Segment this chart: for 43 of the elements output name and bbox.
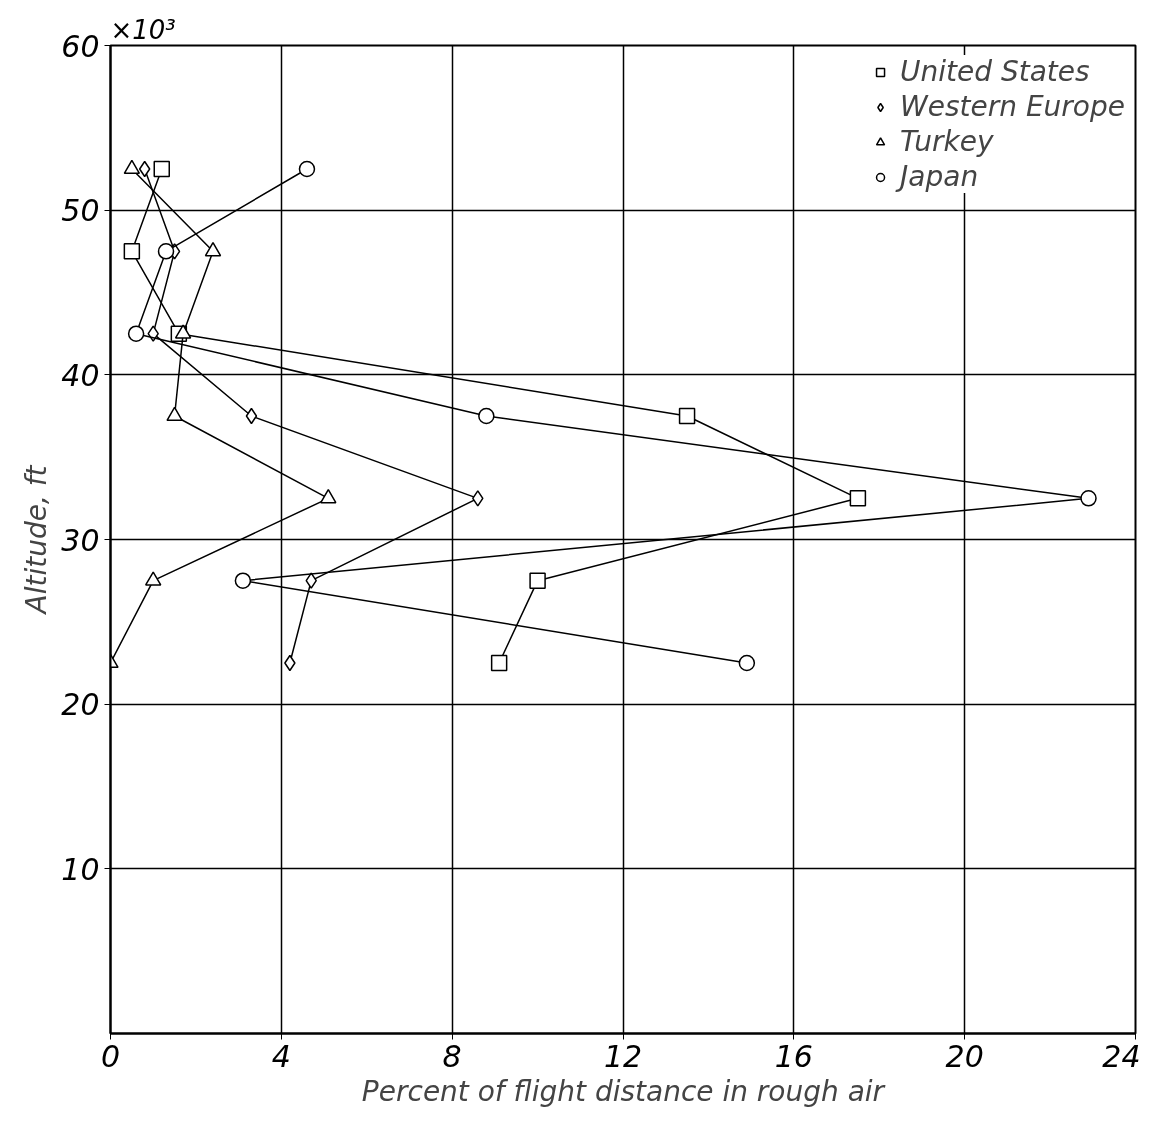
point (153, 160, 170, 178)
point (529, 572, 546, 589)
x-tick-label: 0 (100, 1038, 121, 1074)
point (245, 407, 258, 425)
y-tick-label: 30 (61, 522, 100, 558)
y-tick-label: 50 (61, 193, 100, 229)
point (144, 571, 162, 586)
x-tick-label: 8 (442, 1038, 462, 1074)
point (174, 324, 192, 339)
legend-label: Western Europe (900, 90, 1125, 123)
y-tick-label: 40 (61, 357, 100, 393)
point (138, 160, 151, 178)
point (490, 654, 508, 672)
point (305, 572, 317, 589)
y-tick-label: 60 (61, 28, 100, 64)
point (234, 572, 252, 589)
point (472, 490, 484, 507)
x-tick-label: 20 (945, 1038, 984, 1074)
y-tick-label: 10 (61, 851, 100, 887)
point (1080, 490, 1097, 507)
point (147, 325, 159, 342)
x-tick-label: 16 (774, 1038, 813, 1074)
x-tick-label: 12 (603, 1038, 643, 1074)
legend-label: United States (900, 55, 1090, 88)
point (204, 241, 222, 257)
y-tick-label: 20 (61, 687, 100, 723)
point (123, 159, 141, 175)
point (127, 325, 145, 342)
point (678, 407, 696, 425)
x-axis-title: Percent of flight distance in rough air (361, 1074, 886, 1108)
point (123, 243, 141, 260)
point (738, 654, 756, 672)
point (157, 243, 175, 260)
text: ×10³ (110, 14, 176, 45)
point (320, 488, 337, 504)
point (166, 406, 183, 422)
point (849, 490, 867, 507)
legend-label: Turkey (900, 125, 994, 158)
y-axis-title: Altitude, ft (20, 464, 54, 616)
point (478, 407, 495, 425)
point (298, 160, 316, 178)
x-tick-label: 24 (1102, 1038, 1141, 1074)
x-tick-label: 4 (271, 1038, 291, 1074)
